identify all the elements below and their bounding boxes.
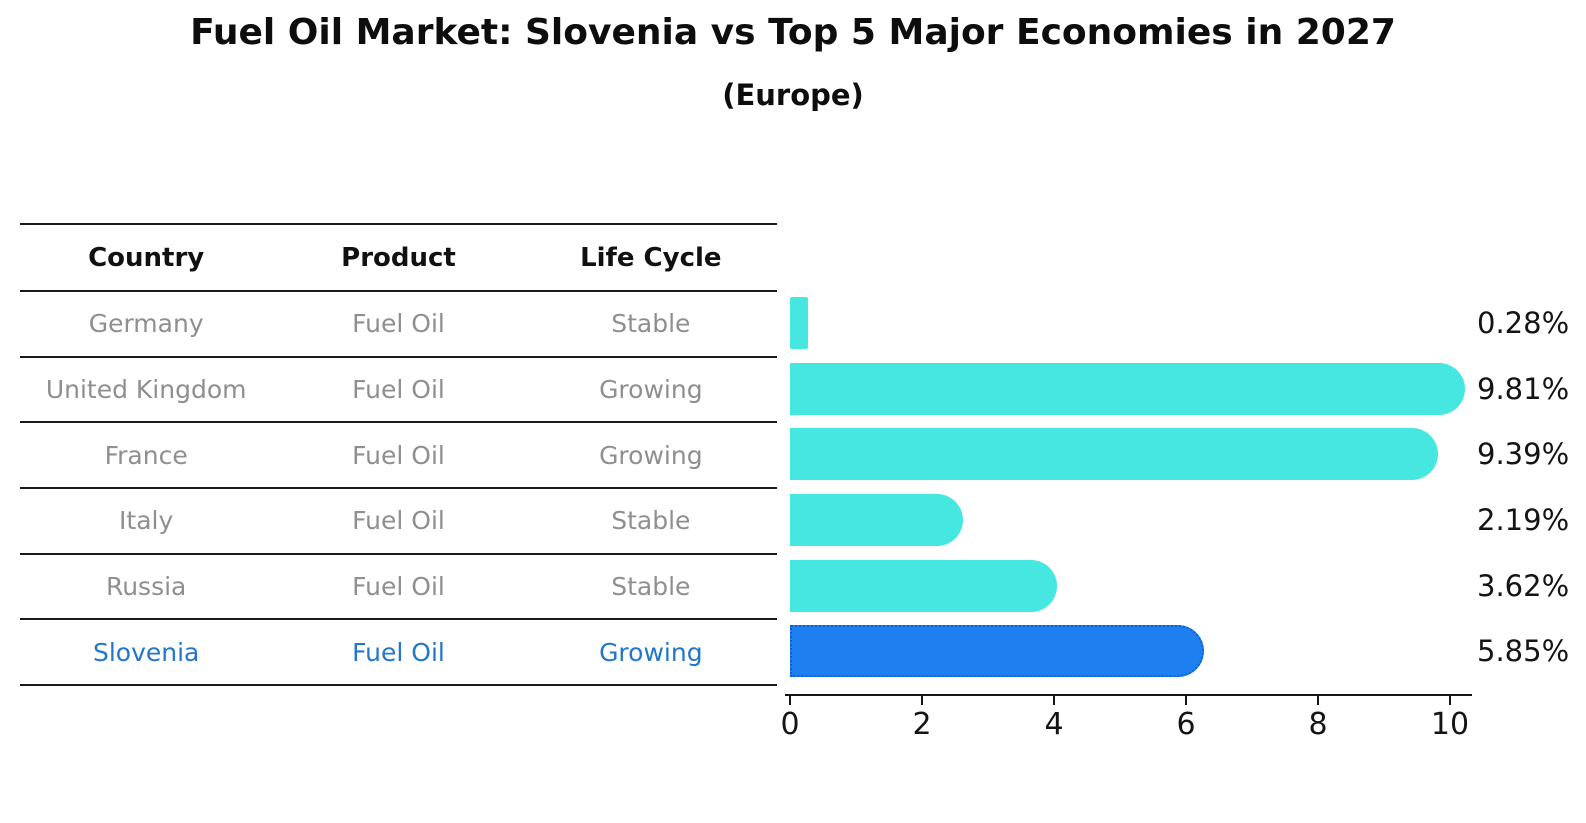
x-axis-tick: [1317, 696, 1319, 705]
chart-title: Fuel Oil Market: Slovenia vs Top 5 Major…: [190, 12, 1396, 53]
table-cell-life-cycle: Growing: [599, 440, 703, 470]
table-cell-product: Fuel Oil: [352, 309, 445, 339]
value-label: 3.62%: [1477, 568, 1570, 603]
table-cell-life-cycle: Stable: [611, 572, 691, 602]
x-axis-tick: [789, 696, 791, 705]
bar-united-kingdom: [790, 362, 1466, 415]
value-label: 9.81%: [1477, 371, 1570, 406]
table-row: Slovenia Fuel Oil Growing: [20, 620, 777, 687]
table-cell-country: France: [104, 440, 188, 470]
table-cell-country: Italy: [119, 506, 174, 536]
table-cell-product: Fuel Oil: [352, 572, 445, 602]
x-axis-tick-label: 10: [1430, 707, 1470, 742]
x-axis-tick: [1053, 696, 1055, 705]
x-axis-tick-label: 4: [1044, 707, 1064, 742]
table-cell-product: Fuel Oil: [352, 375, 445, 405]
bar-germany: [790, 296, 809, 349]
value-label: 0.28%: [1477, 305, 1570, 340]
value-label: 5.85%: [1477, 634, 1570, 669]
table-cell-product: Fuel Oil: [352, 506, 445, 536]
table-row: France Fuel Oil Growing: [20, 423, 777, 490]
chart-subtitle: (Europe): [722, 78, 864, 112]
x-axis-tick-label: 2: [912, 707, 932, 742]
table-cell-country: United Kingdom: [45, 375, 247, 405]
table-cell-product: Fuel Oil: [352, 440, 445, 470]
table-cell-product: Fuel Oil: [352, 637, 445, 667]
table-cell-country: Slovenia: [92, 637, 200, 667]
table-header-life-cycle: Life Cycle: [580, 242, 722, 273]
x-axis-tick: [921, 696, 923, 705]
table-cell-life-cycle: Stable: [611, 506, 691, 536]
value-label: 9.39%: [1477, 437, 1570, 472]
comparison-table: Country Product Life Cycle Germany Fuel O…: [20, 223, 777, 687]
x-axis-tick-label: 8: [1308, 707, 1328, 742]
bar-italy: [790, 493, 963, 546]
value-label: 2.19%: [1477, 502, 1570, 537]
x-axis-tick-label: 6: [1176, 707, 1196, 742]
table-header-country: Country: [88, 242, 205, 273]
table-cell-life-cycle: Growing: [599, 375, 703, 405]
table-cell-country: Russia: [105, 572, 187, 602]
table-row: Italy Fuel Oil Stable: [20, 489, 777, 555]
x-axis-tick-label: 0: [780, 707, 800, 742]
bar-highlight-slovenia: [790, 625, 1205, 678]
bar-russia: [790, 559, 1057, 612]
x-axis-line: [785, 694, 1472, 696]
x-axis-tick: [1185, 696, 1187, 705]
table-header-row: Country Product Life Cycle: [20, 225, 777, 292]
table-cell-life-cycle: Growing: [599, 637, 703, 667]
table-row: Russia Fuel Oil Stable: [20, 555, 777, 621]
bar-france: [790, 428, 1438, 481]
x-axis-tick: [1449, 696, 1451, 705]
table-cell-country: Germany: [88, 309, 204, 339]
table-row: United Kingdom Fuel Oil Growing: [20, 358, 777, 424]
table-cell-life-cycle: Stable: [611, 309, 691, 339]
table-header-product: Product: [341, 242, 456, 273]
table-row: Germany Fuel Oil Stable: [20, 292, 777, 358]
